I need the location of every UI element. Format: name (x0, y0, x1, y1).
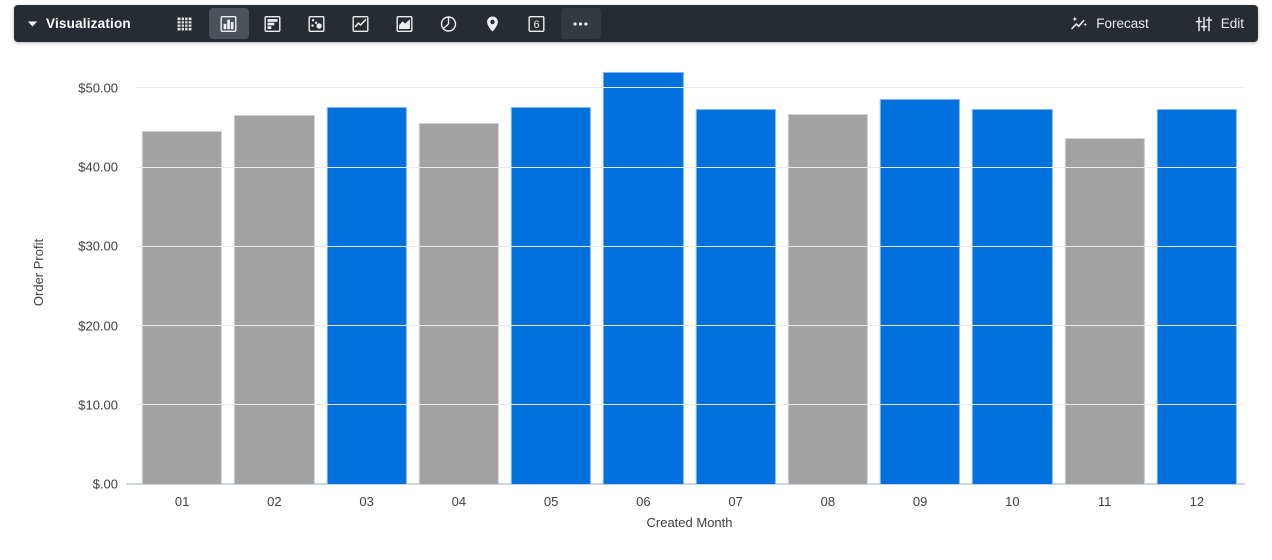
bar-03[interactable] (326, 107, 407, 484)
forecast-icon (1070, 15, 1088, 33)
edit-button[interactable]: Edit (1195, 15, 1244, 33)
chart-column-11 (1059, 60, 1151, 484)
y-tick-label: $20.00 (78, 318, 118, 333)
y-tick-label: $.00 (92, 476, 118, 492)
viz-type-line-button[interactable] (341, 8, 381, 39)
single-value-icon: 6 (527, 15, 546, 33)
x-tick-label: 10 (1005, 494, 1020, 509)
x-axis-title: Created Month (646, 515, 733, 530)
viz-type-column-button[interactable] (208, 8, 249, 39)
chart-column-05 (505, 60, 597, 484)
viz-type-area-button[interactable] (385, 8, 425, 39)
x-tick-label: 07 (728, 494, 743, 509)
chart-column-06 (597, 60, 689, 484)
column-chart-icon (219, 15, 238, 33)
bar-10[interactable] (972, 109, 1053, 484)
chart-column-03 (321, 60, 413, 484)
bar-04[interactable] (418, 123, 499, 484)
x-tick-label: 08 (820, 494, 836, 509)
bar-08[interactable] (787, 114, 868, 484)
edit-settings-icon (1195, 15, 1213, 33)
visualization-toolbar: Visualization (14, 5, 1258, 42)
x-tick-label: 12 (1189, 494, 1205, 509)
viz-type-scatterplot-button[interactable] (297, 8, 337, 39)
x-tick-label: 11 (1097, 494, 1112, 509)
bar-12[interactable] (1156, 109, 1237, 484)
x-tick-label: 03 (359, 494, 374, 509)
forecast-button[interactable]: Forecast (1070, 15, 1149, 33)
chart-column-04 (413, 60, 505, 484)
chart-columns (136, 60, 1243, 484)
viz-type-buttons: 6 (165, 8, 601, 39)
chart-plot-area (126, 60, 1245, 485)
x-tick-label: 02 (267, 494, 282, 509)
ellipsis-icon (571, 15, 590, 33)
scatterplot-icon (307, 15, 326, 33)
gridline (136, 87, 1243, 89)
bar-01[interactable] (142, 131, 223, 484)
y-tick-label: $10.00 (78, 397, 118, 413)
x-axis-tick-labels: 01 02 03 04 05 06 07 08 09 10 11 12 (136, 494, 1243, 509)
bar-02[interactable] (234, 115, 315, 484)
x-tick-label: 06 (636, 494, 651, 509)
gridline (136, 404, 1243, 406)
gridline (136, 166, 1243, 168)
viz-type-single-value-button[interactable]: 6 (517, 8, 557, 39)
x-tick-label: 09 (912, 494, 928, 509)
y-axis-tick-labels: $50.00 $40.00 $30.00 $20.00 $10.00 $.00 (0, 60, 127, 491)
bar-05[interactable] (511, 107, 592, 484)
bar-09[interactable] (880, 99, 961, 484)
bar-11[interactable] (1064, 138, 1145, 484)
x-tick-label: 01 (174, 494, 190, 509)
y-tick-label: $40.00 (78, 159, 118, 175)
viz-type-table-button[interactable] (165, 8, 205, 39)
chart-column-10 (966, 60, 1058, 484)
x-tick-label: 05 (543, 494, 559, 509)
area-chart-icon (395, 15, 414, 33)
bar-chart-icon (263, 15, 282, 33)
bar-06[interactable] (603, 72, 684, 484)
y-tick-label: $30.00 (78, 238, 118, 254)
caret-down-icon (28, 21, 37, 27)
forecast-label: Forecast (1096, 16, 1149, 31)
y-tick-label: $50.00 (78, 80, 118, 96)
gridline (136, 325, 1243, 326)
table-icon (175, 15, 194, 33)
edit-label: Edit (1220, 16, 1244, 31)
gridline (136, 245, 1243, 247)
x-tick-label: 04 (451, 494, 467, 509)
visualization-collapse-toggle[interactable]: Visualization (28, 16, 131, 31)
chart-column-01 (136, 60, 228, 484)
chart-column-12 (1151, 60, 1243, 484)
viz-type-map-button[interactable] (473, 8, 513, 39)
pie-chart-icon (439, 15, 458, 33)
viz-type-pie-button[interactable] (429, 8, 469, 39)
map-pin-icon (483, 15, 502, 33)
chart-column-09 (874, 60, 966, 484)
x-axis-line (126, 483, 1245, 485)
panel-title: Visualization (46, 16, 131, 31)
chart-column-08 (782, 60, 874, 484)
line-chart-icon (351, 15, 370, 33)
viz-type-more-button[interactable] (560, 8, 601, 39)
chart-column-02 (228, 60, 320, 484)
svg-text:6: 6 (534, 19, 540, 31)
viz-type-bar-button[interactable] (253, 8, 293, 39)
bar-07[interactable] (695, 109, 776, 484)
chart-column-07 (690, 60, 782, 484)
